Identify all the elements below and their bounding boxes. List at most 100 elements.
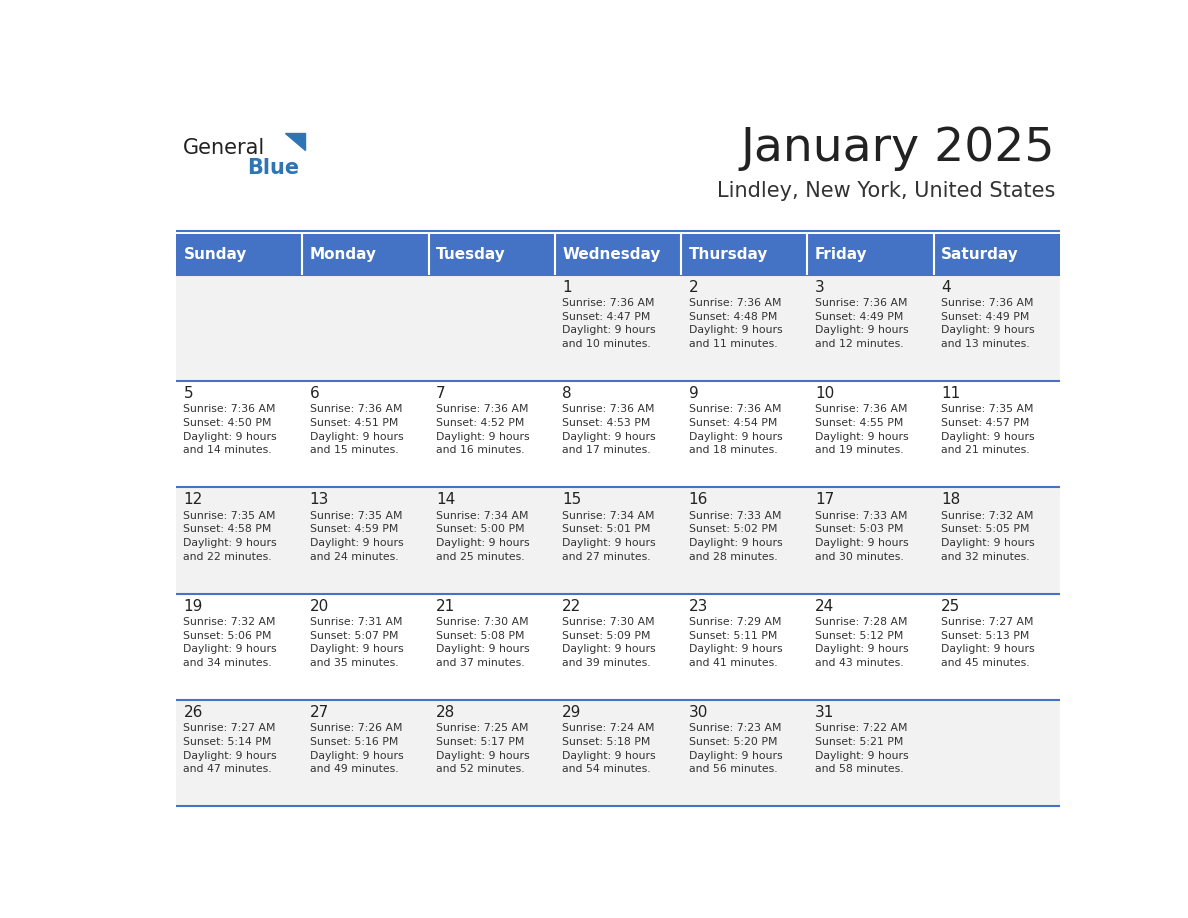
Text: Sunday: Sunday [183, 247, 247, 262]
Text: Sunrise: 7:23 AM
Sunset: 5:20 PM
Daylight: 9 hours
and 56 minutes.: Sunrise: 7:23 AM Sunset: 5:20 PM Dayligh… [689, 723, 782, 774]
FancyBboxPatch shape [429, 274, 555, 381]
FancyBboxPatch shape [555, 700, 681, 806]
Text: 14: 14 [436, 492, 455, 508]
Text: 20: 20 [310, 599, 329, 614]
FancyBboxPatch shape [303, 594, 429, 700]
FancyBboxPatch shape [934, 274, 1060, 381]
FancyBboxPatch shape [176, 381, 303, 487]
FancyBboxPatch shape [303, 381, 429, 487]
FancyBboxPatch shape [429, 594, 555, 700]
Text: 6: 6 [310, 386, 320, 401]
FancyBboxPatch shape [681, 234, 808, 274]
Text: Sunrise: 7:34 AM
Sunset: 5:01 PM
Daylight: 9 hours
and 27 minutes.: Sunrise: 7:34 AM Sunset: 5:01 PM Dayligh… [562, 510, 656, 562]
Text: 17: 17 [815, 492, 834, 508]
FancyBboxPatch shape [808, 234, 934, 274]
Text: 29: 29 [562, 705, 582, 720]
Text: Sunrise: 7:25 AM
Sunset: 5:17 PM
Daylight: 9 hours
and 52 minutes.: Sunrise: 7:25 AM Sunset: 5:17 PM Dayligh… [436, 723, 530, 774]
Text: 8: 8 [562, 386, 571, 401]
Text: 28: 28 [436, 705, 455, 720]
Text: 15: 15 [562, 492, 582, 508]
Text: 23: 23 [689, 599, 708, 614]
Text: Sunrise: 7:36 AM
Sunset: 4:55 PM
Daylight: 9 hours
and 19 minutes.: Sunrise: 7:36 AM Sunset: 4:55 PM Dayligh… [815, 405, 909, 455]
Text: Sunrise: 7:33 AM
Sunset: 5:02 PM
Daylight: 9 hours
and 28 minutes.: Sunrise: 7:33 AM Sunset: 5:02 PM Dayligh… [689, 510, 782, 562]
Text: 13: 13 [310, 492, 329, 508]
FancyBboxPatch shape [303, 700, 429, 806]
Text: Thursday: Thursday [689, 247, 767, 262]
Polygon shape [285, 133, 305, 150]
FancyBboxPatch shape [176, 234, 303, 274]
Text: Sunrise: 7:24 AM
Sunset: 5:18 PM
Daylight: 9 hours
and 54 minutes.: Sunrise: 7:24 AM Sunset: 5:18 PM Dayligh… [562, 723, 656, 774]
FancyBboxPatch shape [303, 234, 429, 274]
Text: Sunrise: 7:34 AM
Sunset: 5:00 PM
Daylight: 9 hours
and 25 minutes.: Sunrise: 7:34 AM Sunset: 5:00 PM Dayligh… [436, 510, 530, 562]
Text: 24: 24 [815, 599, 834, 614]
Text: 21: 21 [436, 599, 455, 614]
FancyBboxPatch shape [808, 487, 934, 594]
FancyBboxPatch shape [429, 234, 555, 274]
FancyBboxPatch shape [681, 487, 808, 594]
FancyBboxPatch shape [176, 594, 303, 700]
Text: Sunrise: 7:32 AM
Sunset: 5:05 PM
Daylight: 9 hours
and 32 minutes.: Sunrise: 7:32 AM Sunset: 5:05 PM Dayligh… [941, 510, 1035, 562]
FancyBboxPatch shape [555, 274, 681, 381]
Text: Sunrise: 7:30 AM
Sunset: 5:09 PM
Daylight: 9 hours
and 39 minutes.: Sunrise: 7:30 AM Sunset: 5:09 PM Dayligh… [562, 617, 656, 668]
FancyBboxPatch shape [808, 274, 934, 381]
Text: 11: 11 [941, 386, 960, 401]
Text: 3: 3 [815, 280, 824, 295]
Text: Sunrise: 7:28 AM
Sunset: 5:12 PM
Daylight: 9 hours
and 43 minutes.: Sunrise: 7:28 AM Sunset: 5:12 PM Dayligh… [815, 617, 909, 668]
Text: Sunrise: 7:36 AM
Sunset: 4:48 PM
Daylight: 9 hours
and 11 minutes.: Sunrise: 7:36 AM Sunset: 4:48 PM Dayligh… [689, 298, 782, 349]
FancyBboxPatch shape [808, 700, 934, 806]
Text: 7: 7 [436, 386, 446, 401]
Text: 4: 4 [941, 280, 950, 295]
Text: 30: 30 [689, 705, 708, 720]
Text: 2: 2 [689, 280, 699, 295]
Text: Sunrise: 7:27 AM
Sunset: 5:13 PM
Daylight: 9 hours
and 45 minutes.: Sunrise: 7:27 AM Sunset: 5:13 PM Dayligh… [941, 617, 1035, 668]
Text: Sunrise: 7:35 AM
Sunset: 4:58 PM
Daylight: 9 hours
and 22 minutes.: Sunrise: 7:35 AM Sunset: 4:58 PM Dayligh… [183, 510, 277, 562]
Text: Lindley, New York, United States: Lindley, New York, United States [718, 181, 1055, 201]
Text: Sunrise: 7:36 AM
Sunset: 4:51 PM
Daylight: 9 hours
and 15 minutes.: Sunrise: 7:36 AM Sunset: 4:51 PM Dayligh… [310, 405, 404, 455]
Text: Sunrise: 7:26 AM
Sunset: 5:16 PM
Daylight: 9 hours
and 49 minutes.: Sunrise: 7:26 AM Sunset: 5:16 PM Dayligh… [310, 723, 404, 774]
Text: 26: 26 [183, 705, 203, 720]
Text: January 2025: January 2025 [741, 126, 1055, 171]
FancyBboxPatch shape [681, 700, 808, 806]
Text: Friday: Friday [815, 247, 867, 262]
Text: Sunrise: 7:36 AM
Sunset: 4:49 PM
Daylight: 9 hours
and 13 minutes.: Sunrise: 7:36 AM Sunset: 4:49 PM Dayligh… [941, 298, 1035, 349]
Text: 1: 1 [562, 280, 571, 295]
Text: 10: 10 [815, 386, 834, 401]
Text: Sunrise: 7:36 AM
Sunset: 4:49 PM
Daylight: 9 hours
and 12 minutes.: Sunrise: 7:36 AM Sunset: 4:49 PM Dayligh… [815, 298, 909, 349]
Text: 22: 22 [562, 599, 582, 614]
FancyBboxPatch shape [681, 274, 808, 381]
Text: 5: 5 [183, 386, 194, 401]
Text: Tuesday: Tuesday [436, 247, 506, 262]
Text: Sunrise: 7:36 AM
Sunset: 4:52 PM
Daylight: 9 hours
and 16 minutes.: Sunrise: 7:36 AM Sunset: 4:52 PM Dayligh… [436, 405, 530, 455]
FancyBboxPatch shape [555, 487, 681, 594]
FancyBboxPatch shape [934, 700, 1060, 806]
Text: 31: 31 [815, 705, 834, 720]
FancyBboxPatch shape [429, 700, 555, 806]
Text: Sunrise: 7:32 AM
Sunset: 5:06 PM
Daylight: 9 hours
and 34 minutes.: Sunrise: 7:32 AM Sunset: 5:06 PM Dayligh… [183, 617, 277, 668]
FancyBboxPatch shape [303, 487, 429, 594]
Text: 18: 18 [941, 492, 960, 508]
FancyBboxPatch shape [555, 381, 681, 487]
FancyBboxPatch shape [934, 487, 1060, 594]
FancyBboxPatch shape [176, 487, 303, 594]
Text: Sunrise: 7:30 AM
Sunset: 5:08 PM
Daylight: 9 hours
and 37 minutes.: Sunrise: 7:30 AM Sunset: 5:08 PM Dayligh… [436, 617, 530, 668]
FancyBboxPatch shape [934, 594, 1060, 700]
FancyBboxPatch shape [176, 700, 303, 806]
FancyBboxPatch shape [934, 381, 1060, 487]
Text: Sunrise: 7:35 AM
Sunset: 4:57 PM
Daylight: 9 hours
and 21 minutes.: Sunrise: 7:35 AM Sunset: 4:57 PM Dayligh… [941, 405, 1035, 455]
FancyBboxPatch shape [934, 234, 1060, 274]
Text: Saturday: Saturday [941, 247, 1019, 262]
Text: General: General [183, 139, 265, 159]
Text: Sunrise: 7:33 AM
Sunset: 5:03 PM
Daylight: 9 hours
and 30 minutes.: Sunrise: 7:33 AM Sunset: 5:03 PM Dayligh… [815, 510, 909, 562]
FancyBboxPatch shape [681, 594, 808, 700]
FancyBboxPatch shape [429, 381, 555, 487]
Text: Sunrise: 7:36 AM
Sunset: 4:54 PM
Daylight: 9 hours
and 18 minutes.: Sunrise: 7:36 AM Sunset: 4:54 PM Dayligh… [689, 405, 782, 455]
FancyBboxPatch shape [555, 594, 681, 700]
Text: Sunrise: 7:29 AM
Sunset: 5:11 PM
Daylight: 9 hours
and 41 minutes.: Sunrise: 7:29 AM Sunset: 5:11 PM Dayligh… [689, 617, 782, 668]
Text: 27: 27 [310, 705, 329, 720]
Text: Sunrise: 7:36 AM
Sunset: 4:47 PM
Daylight: 9 hours
and 10 minutes.: Sunrise: 7:36 AM Sunset: 4:47 PM Dayligh… [562, 298, 656, 349]
FancyBboxPatch shape [303, 274, 429, 381]
Text: Sunrise: 7:31 AM
Sunset: 5:07 PM
Daylight: 9 hours
and 35 minutes.: Sunrise: 7:31 AM Sunset: 5:07 PM Dayligh… [310, 617, 404, 668]
FancyBboxPatch shape [808, 594, 934, 700]
Text: Blue: Blue [247, 158, 299, 177]
Text: Monday: Monday [310, 247, 377, 262]
